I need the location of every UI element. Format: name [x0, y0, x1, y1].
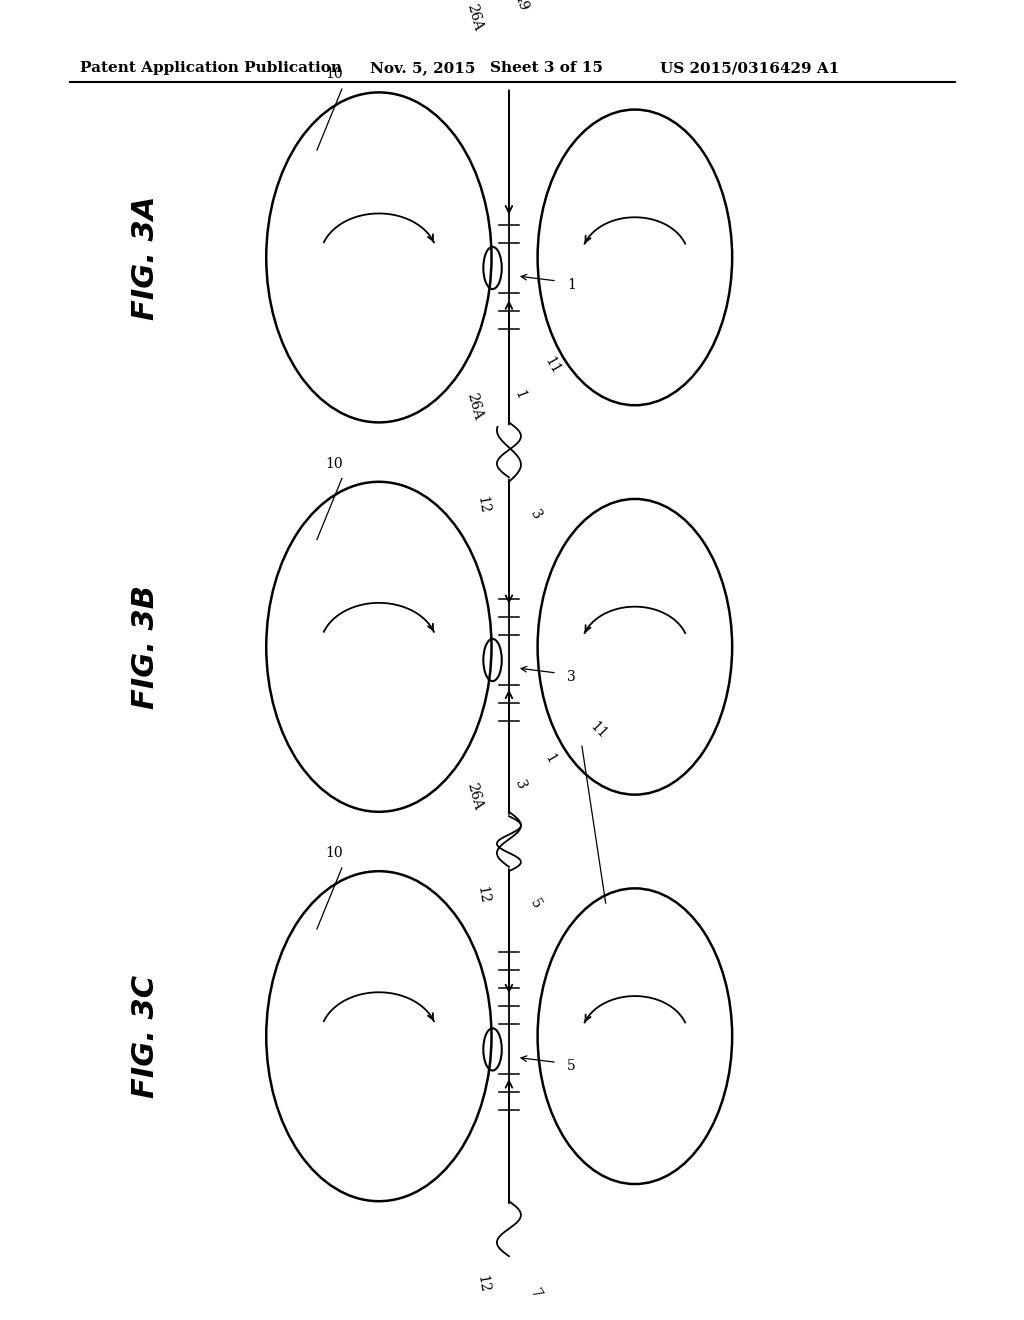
Text: 26A: 26A [464, 392, 485, 422]
Text: 3: 3 [512, 779, 528, 791]
Text: 11: 11 [542, 355, 563, 376]
Text: 12: 12 [474, 495, 490, 515]
Text: 49: 49 [512, 0, 531, 12]
Text: 26A: 26A [464, 781, 485, 812]
Text: Sheet 3 of 15: Sheet 3 of 15 [490, 61, 603, 75]
Text: 10: 10 [325, 67, 343, 81]
Text: 26A: 26A [464, 3, 485, 33]
Text: 5: 5 [527, 896, 544, 911]
Text: Patent Application Publication: Patent Application Publication [80, 61, 342, 75]
Text: 11: 11 [587, 719, 609, 742]
Text: 1: 1 [512, 388, 528, 401]
Text: 3: 3 [567, 671, 575, 684]
Text: 10: 10 [325, 846, 343, 859]
Text: FIG. 3C: FIG. 3C [130, 974, 160, 1098]
Text: 12: 12 [474, 1274, 490, 1294]
Text: 12: 12 [474, 884, 490, 904]
Text: 3: 3 [527, 507, 544, 521]
Text: Nov. 5, 2015: Nov. 5, 2015 [370, 61, 475, 75]
Text: 1: 1 [542, 751, 558, 766]
Text: 5: 5 [567, 1060, 575, 1073]
Text: FIG. 3A: FIG. 3A [130, 195, 160, 319]
Text: FIG. 3B: FIG. 3B [130, 585, 160, 709]
Text: 1: 1 [567, 279, 575, 292]
Text: 10: 10 [325, 457, 343, 470]
Text: US 2015/0316429 A1: US 2015/0316429 A1 [660, 61, 840, 75]
Text: 7: 7 [527, 1286, 544, 1302]
